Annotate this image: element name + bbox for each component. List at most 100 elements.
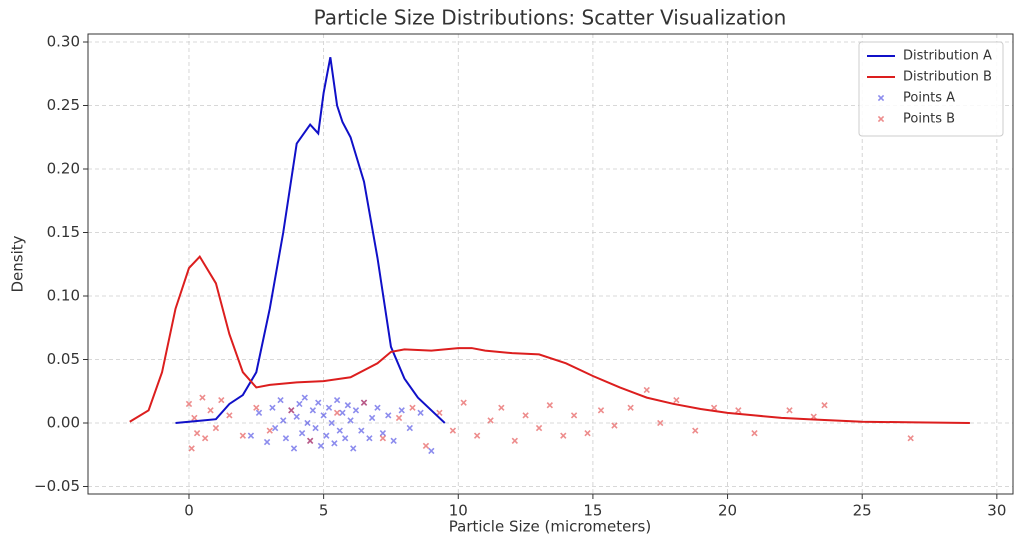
scatter-point <box>288 407 295 414</box>
y-tick-label: 0.20 <box>47 160 80 178</box>
marker-stroke <box>379 435 387 442</box>
scatter-point <box>597 407 605 414</box>
scatter-point <box>344 402 352 409</box>
marker-stroke <box>422 442 430 450</box>
scatter-point <box>692 427 699 434</box>
scatter-point <box>201 435 209 442</box>
scatter-point <box>333 409 341 417</box>
marker-stroke <box>692 427 699 434</box>
marker-stroke <box>301 394 308 401</box>
marker-stroke <box>328 419 335 427</box>
marker-stroke <box>239 432 247 439</box>
scatter-point <box>487 417 494 424</box>
scatter-point <box>328 419 335 427</box>
legend-swatch <box>877 94 885 102</box>
scatter-point <box>199 394 206 401</box>
scatter-point <box>535 424 543 432</box>
marker-stroke <box>643 386 650 394</box>
scatter-point <box>498 404 505 411</box>
scatter-point <box>312 424 319 432</box>
scatter-point <box>304 419 311 427</box>
scatter-point <box>511 437 518 444</box>
marker-stroke <box>409 404 416 411</box>
scatter-point <box>358 427 365 434</box>
marker-stroke <box>312 424 319 432</box>
marker-stroke <box>498 404 505 411</box>
scatter-point <box>643 386 650 394</box>
marker-stroke <box>325 404 333 411</box>
scatter-point <box>226 412 233 419</box>
marker-stroke <box>436 409 443 417</box>
y-tick-label: 0.10 <box>47 287 80 305</box>
scatter-point <box>379 430 387 437</box>
scatter-point <box>277 396 284 404</box>
marker-stroke <box>339 409 346 417</box>
marker-stroke <box>877 115 885 123</box>
marker-stroke <box>535 424 543 432</box>
scatter-point <box>406 424 413 432</box>
scatter-point <box>422 442 430 450</box>
legend-label: Distribution A <box>903 49 992 64</box>
marker-stroke <box>298 430 306 437</box>
scatter-point <box>907 435 914 442</box>
scatter-point <box>331 440 338 447</box>
marker-stroke <box>207 407 214 414</box>
scatter-point <box>352 407 360 414</box>
marker-stroke <box>226 412 233 419</box>
marker-stroke <box>280 417 287 424</box>
marker-stroke <box>379 430 387 437</box>
scatter-point <box>611 422 618 429</box>
scatter-point <box>379 435 387 442</box>
marker-stroke <box>320 412 327 419</box>
marker-stroke <box>293 413 300 420</box>
marker-stroke <box>627 404 634 411</box>
chart-title: Particle Size Distributions: Scatter Vis… <box>314 6 787 30</box>
marker-stroke <box>342 435 349 442</box>
marker-stroke <box>306 437 314 444</box>
scatter-point <box>247 432 255 439</box>
marker-stroke <box>710 404 718 411</box>
y-tick-label: 0.05 <box>47 350 80 368</box>
scatter-point <box>385 412 392 419</box>
scatter-point <box>315 399 322 406</box>
marker-stroke <box>360 399 368 406</box>
scatter-point <box>350 445 357 452</box>
scatter-point <box>290 445 298 452</box>
density-line <box>175 57 446 425</box>
scatter-point <box>266 427 273 434</box>
marker-stroke <box>185 400 193 408</box>
marker-stroke <box>290 445 298 452</box>
x-tick-label: 10 <box>449 502 468 520</box>
scatter-point <box>821 402 828 409</box>
marker-stroke <box>315 399 322 406</box>
scatter-point <box>395 414 403 422</box>
scatter-point <box>460 399 467 406</box>
marker-stroke <box>597 407 605 414</box>
marker-stroke <box>560 432 567 439</box>
scatter-point <box>193 430 201 437</box>
scatter-point <box>298 430 306 437</box>
x-tick-label: 25 <box>853 502 872 520</box>
marker-stroke <box>323 432 330 439</box>
marker-stroke <box>584 430 591 437</box>
scatter-point <box>360 399 368 406</box>
y-tick-label: 0.30 <box>47 33 80 51</box>
scatter-point <box>218 396 225 404</box>
scatter-point <box>336 427 343 434</box>
marker-stroke <box>406 424 413 432</box>
marker-stroke <box>877 94 885 102</box>
scatter-point <box>188 445 195 452</box>
scatter-point <box>374 404 381 411</box>
marker-stroke <box>350 445 357 452</box>
marker-stroke <box>751 430 758 437</box>
scatter-point <box>657 419 664 427</box>
scatter-point <box>368 414 376 422</box>
scatter-point <box>735 407 742 414</box>
marker-stroke <box>304 419 311 427</box>
y-tick-label: 0.25 <box>47 96 80 114</box>
scatter-point <box>584 430 591 437</box>
scatter-point <box>296 400 303 408</box>
marker-stroke <box>333 396 341 404</box>
marker-stroke <box>271 424 279 432</box>
marker-stroke <box>473 432 481 439</box>
